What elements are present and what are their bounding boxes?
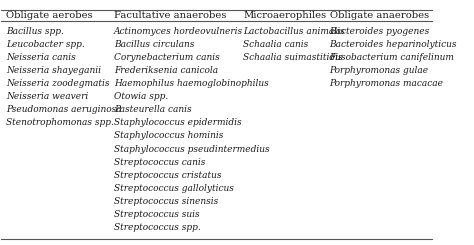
Text: Actinomyces hordeovulneris: Actinomyces hordeovulneris bbox=[114, 27, 243, 36]
Text: Staphylococcus epidermidis: Staphylococcus epidermidis bbox=[114, 118, 241, 127]
Text: Otowia spp.: Otowia spp. bbox=[114, 92, 168, 101]
Text: Streptococcus suis: Streptococcus suis bbox=[114, 210, 199, 219]
Text: Schaalia canis: Schaalia canis bbox=[243, 40, 309, 49]
Text: Obligate anaerobes: Obligate anaerobes bbox=[329, 11, 429, 20]
Text: Bacillus spp.: Bacillus spp. bbox=[6, 27, 64, 36]
Text: Porphyromonas macacae: Porphyromonas macacae bbox=[329, 79, 444, 88]
Text: Streptococcus gallolyticus: Streptococcus gallolyticus bbox=[114, 184, 234, 193]
Text: Obligate aerobes: Obligate aerobes bbox=[6, 11, 92, 20]
Text: Fusobacterium canifelinum: Fusobacterium canifelinum bbox=[329, 53, 455, 62]
Text: Corynebacterium canis: Corynebacterium canis bbox=[114, 53, 219, 62]
Text: Streptococcus canis: Streptococcus canis bbox=[114, 158, 205, 167]
Text: Facultative anaerobes: Facultative anaerobes bbox=[114, 11, 226, 20]
Text: Lactobacillus animalis: Lactobacillus animalis bbox=[243, 27, 345, 36]
Text: Leucobacter spp.: Leucobacter spp. bbox=[6, 40, 84, 49]
Text: Bacteroides pyogenes: Bacteroides pyogenes bbox=[329, 27, 430, 36]
Text: Pseudomonas aeruginosa: Pseudomonas aeruginosa bbox=[6, 105, 121, 114]
Text: Microaerophiles: Microaerophiles bbox=[243, 11, 327, 20]
Text: Neisseria weaveri: Neisseria weaveri bbox=[6, 92, 88, 101]
Text: Frederiksenia canicola: Frederiksenia canicola bbox=[114, 66, 218, 75]
Text: Neisseria shayeganii: Neisseria shayeganii bbox=[6, 66, 100, 75]
Text: Streptococcus cristatus: Streptococcus cristatus bbox=[114, 171, 221, 180]
Text: Pasteurella canis: Pasteurella canis bbox=[114, 105, 191, 114]
Text: Neisseria canis: Neisseria canis bbox=[6, 53, 75, 62]
Text: Staphylococcus pseudintermedius: Staphylococcus pseudintermedius bbox=[114, 145, 269, 154]
Text: Streptococcus spp.: Streptococcus spp. bbox=[114, 223, 201, 232]
Text: Stenotrophomonas spp.: Stenotrophomonas spp. bbox=[6, 118, 114, 127]
Text: Bacteroides heparinolyticus: Bacteroides heparinolyticus bbox=[329, 40, 457, 49]
Text: Schaalia suimastitidis: Schaalia suimastitidis bbox=[243, 53, 343, 62]
Text: Haemophilus haemoglobinophilus: Haemophilus haemoglobinophilus bbox=[114, 79, 268, 88]
Text: Porphyromonas gulae: Porphyromonas gulae bbox=[329, 66, 429, 75]
Text: Neisseria zoodegmatis: Neisseria zoodegmatis bbox=[6, 79, 109, 88]
Text: Bacillus circulans: Bacillus circulans bbox=[114, 40, 194, 49]
Text: Staphylococcus hominis: Staphylococcus hominis bbox=[114, 132, 223, 140]
Text: Streptococcus sinensis: Streptococcus sinensis bbox=[114, 197, 218, 206]
